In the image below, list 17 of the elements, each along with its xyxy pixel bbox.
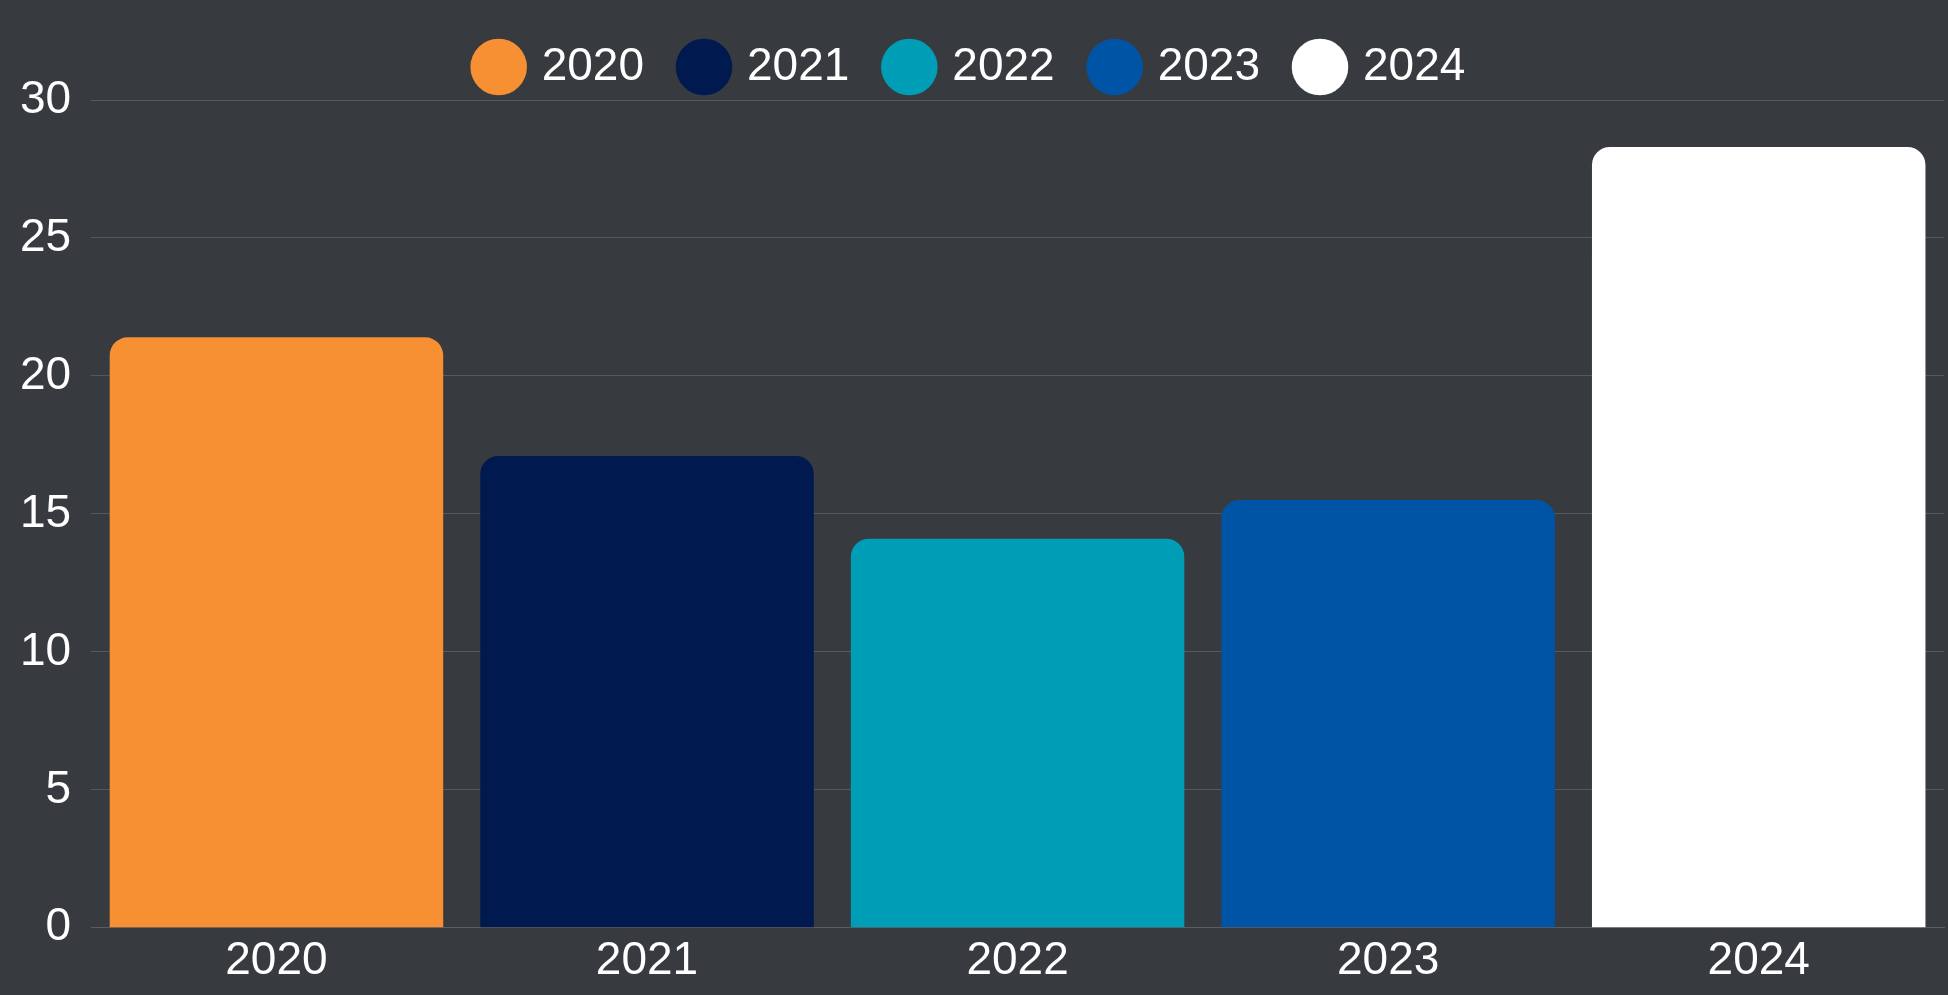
x-tick-label: 2020 — [225, 932, 328, 985]
legend-label: 2021 — [747, 37, 850, 90]
y-tick-label: 20 — [19, 346, 72, 399]
legend-label: 2020 — [541, 37, 645, 90]
y-tick-label: 15 — [19, 484, 72, 537]
y-tick-label: 0 — [45, 898, 72, 951]
x-tick-label: 2022 — [966, 932, 1069, 985]
legend-label: 2024 — [1363, 37, 1466, 90]
y-tick-label: 10 — [19, 622, 72, 675]
legend-label: 2023 — [1157, 37, 1261, 90]
x-tick-label: 2023 — [1336, 932, 1440, 985]
y-tick-label: 25 — [19, 208, 72, 261]
legend-label: 2022 — [952, 37, 1055, 90]
y-tick-label: 5 — [45, 760, 72, 813]
x-tick-label: 2024 — [1707, 932, 1810, 985]
x-tick-label: 2021 — [595, 932, 699, 985]
y-tick-label: 30 — [19, 70, 72, 123]
